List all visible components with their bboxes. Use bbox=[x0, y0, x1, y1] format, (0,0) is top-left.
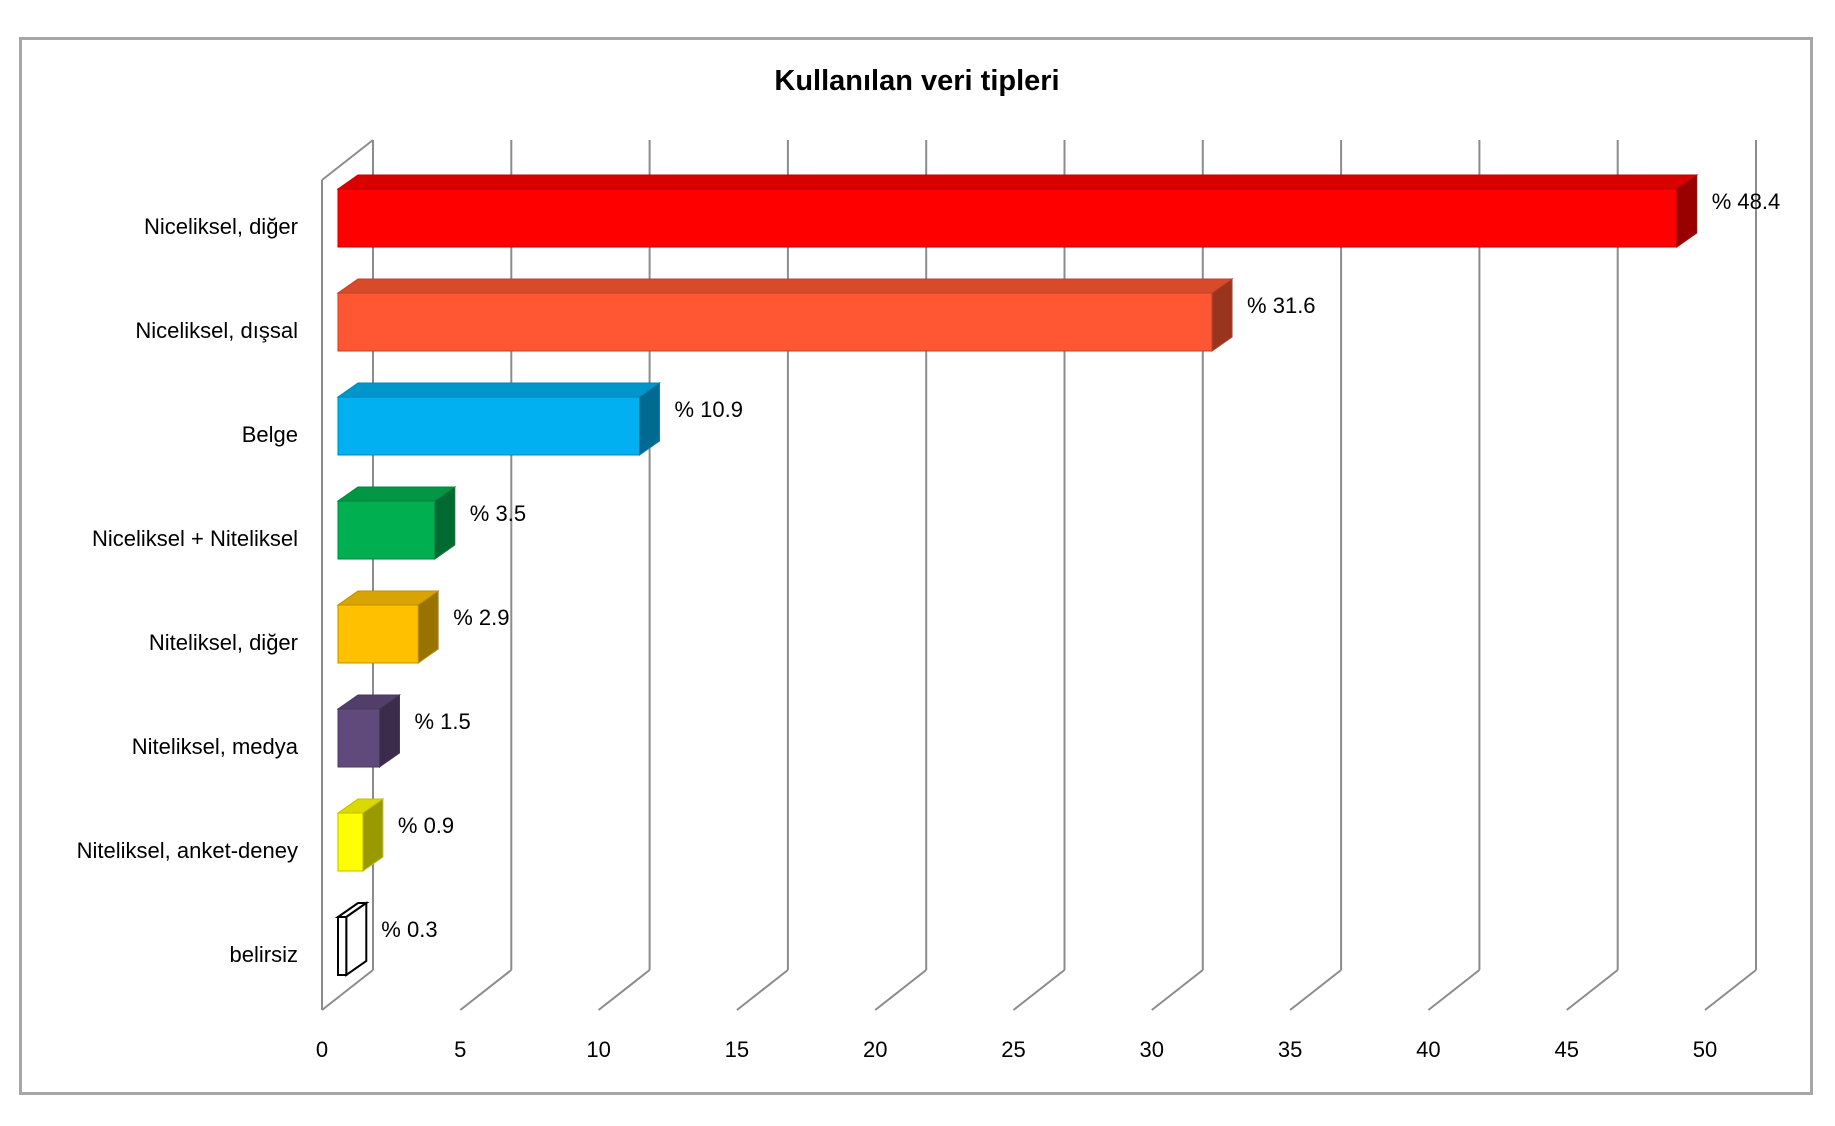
floor-gridline bbox=[736, 969, 789, 1011]
chart-title: Kullanılan veri tipleri bbox=[774, 65, 1059, 97]
data-label: % 10.9 bbox=[674, 397, 743, 422]
x-tick-label: 0 bbox=[316, 1037, 328, 1062]
data-labels: % 48.4 % 31.6 % 10.9 % 3.5 % 2.9 % 1.5 % 0.9 % … bbox=[381, 189, 1780, 942]
category-label: Niteliksel, diğer bbox=[149, 630, 298, 655]
bar-top-face bbox=[336, 382, 662, 398]
data-label: % 0.9 bbox=[398, 813, 454, 838]
x-tick-label: 45 bbox=[1554, 1037, 1578, 1062]
floor-gridline bbox=[1704, 969, 1757, 1011]
data-label: % 3.5 bbox=[470, 501, 526, 526]
floor-gridline bbox=[1427, 969, 1481, 1011]
x-tick-label: 40 bbox=[1416, 1037, 1440, 1062]
data-label: % 48.4 bbox=[1712, 189, 1781, 214]
category-label: Niceliksel, diğer bbox=[144, 214, 298, 239]
data-label: % 31.6 bbox=[1247, 293, 1316, 318]
data-label: % 2.9 bbox=[453, 605, 509, 630]
bar-side-face bbox=[345, 901, 368, 977]
bars bbox=[334, 174, 1699, 977]
x-tick-label: 25 bbox=[1001, 1037, 1025, 1062]
floor-gridline bbox=[874, 969, 927, 1011]
side-wall-top bbox=[321, 139, 374, 181]
bar bbox=[337, 708, 380, 768]
bar-top-face bbox=[336, 278, 1234, 294]
category-label: Belge bbox=[242, 422, 298, 447]
floor-gridline bbox=[321, 969, 374, 1011]
x-tick-label: 20 bbox=[863, 1037, 887, 1062]
x-tick-label: 15 bbox=[725, 1037, 749, 1062]
category-label: Niteliksel, medya bbox=[132, 734, 299, 759]
bar bbox=[337, 916, 348, 976]
gridlines bbox=[321, 139, 1757, 1011]
category-label: Niceliksel + Niteliksel bbox=[92, 526, 298, 551]
floor-gridline bbox=[597, 969, 651, 1011]
x-tick-label: 30 bbox=[1140, 1037, 1164, 1062]
x-axis-ticks: 0 5 10 15 20 25 30 35 40 45 50 bbox=[316, 1037, 1717, 1062]
floor-gridline bbox=[1289, 969, 1342, 1011]
floor-gridline bbox=[1012, 969, 1066, 1011]
x-tick-label: 10 bbox=[586, 1037, 610, 1062]
bar bbox=[337, 500, 436, 560]
bar bbox=[337, 292, 1213, 352]
category-label: Niceliksel, dışsal bbox=[135, 318, 298, 343]
data-label: % 1.5 bbox=[414, 709, 470, 734]
floor-gridline bbox=[1151, 969, 1204, 1011]
floor-gridline bbox=[1566, 969, 1619, 1011]
floor-gridline bbox=[459, 969, 512, 1011]
category-label: belirsiz bbox=[230, 942, 298, 967]
bar bbox=[337, 396, 640, 456]
data-label: % 0.3 bbox=[381, 917, 437, 942]
bar bbox=[337, 812, 364, 872]
category-label: Niteliksel, anket-deney bbox=[77, 838, 298, 863]
category-labels: Niceliksel, diğer Niceliksel, dışsal Belge… bbox=[77, 214, 299, 967]
bar bbox=[337, 604, 419, 664]
x-tick-label: 5 bbox=[454, 1037, 466, 1062]
bar-top-face bbox=[336, 174, 1699, 190]
bar bbox=[337, 188, 1678, 248]
x-tick-label: 50 bbox=[1693, 1037, 1717, 1062]
x-tick-label: 35 bbox=[1278, 1037, 1302, 1062]
